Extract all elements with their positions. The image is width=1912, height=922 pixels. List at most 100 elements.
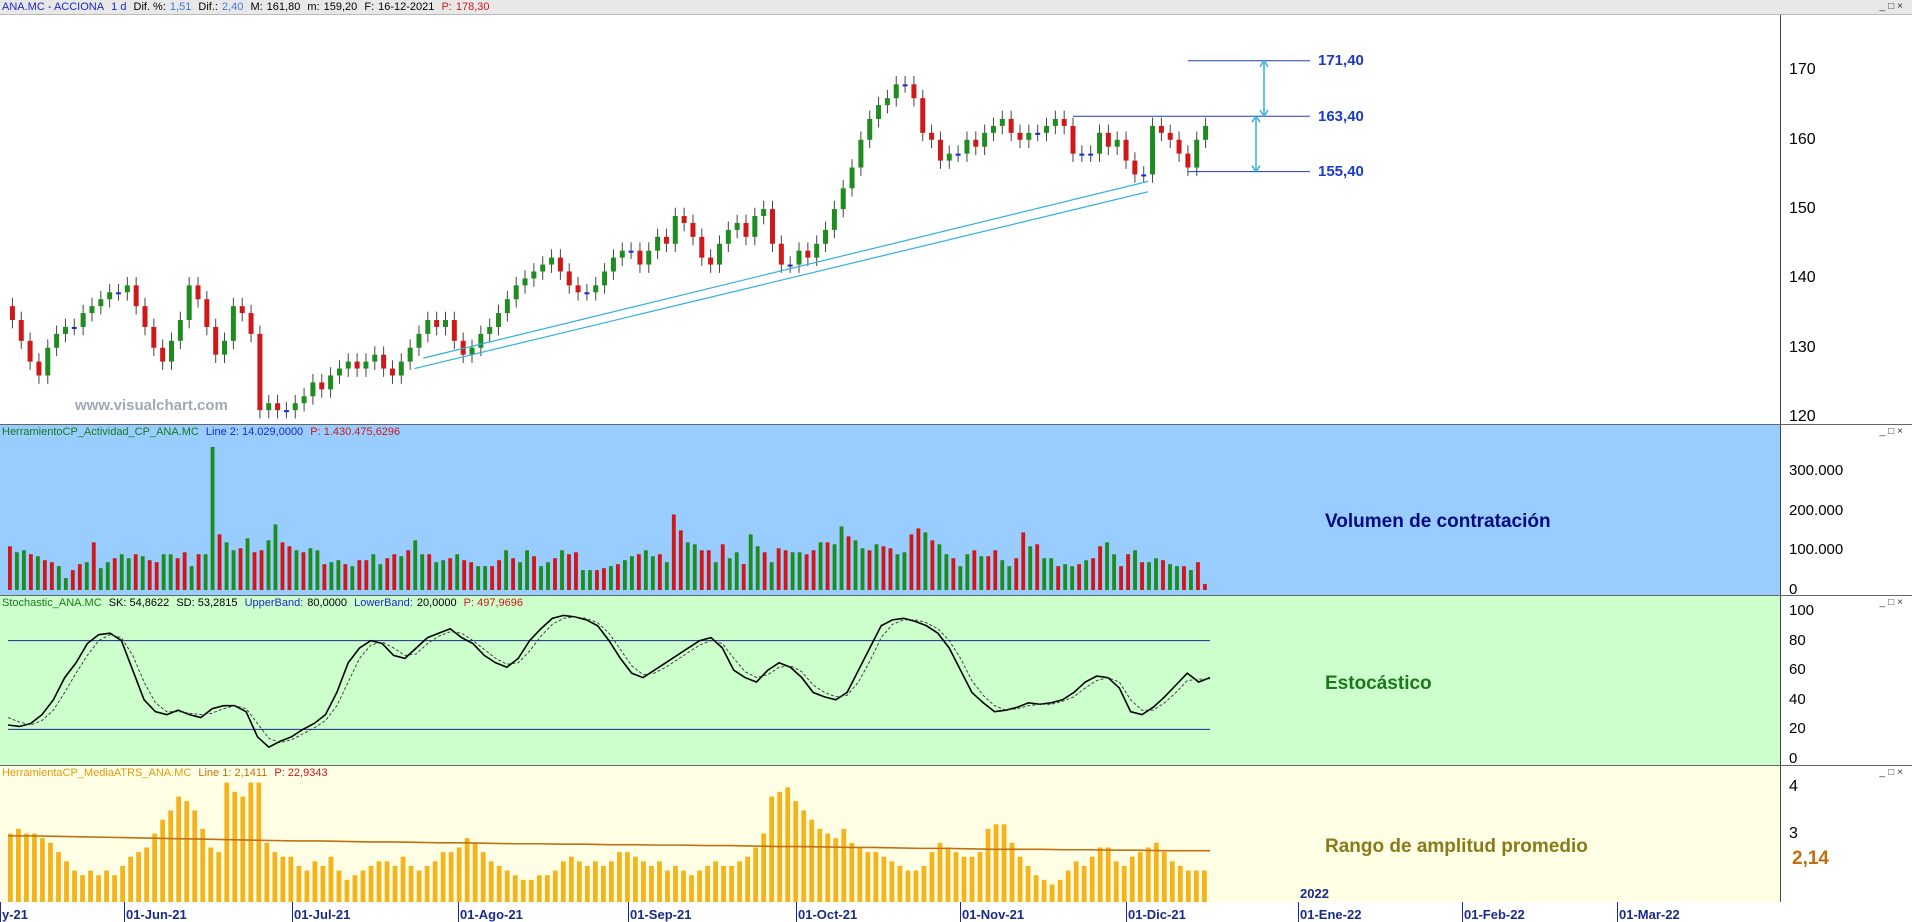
atr-bar (568, 856, 574, 903)
volume-bar (294, 550, 299, 590)
candle (177, 311, 183, 350)
volume-bar (972, 550, 977, 590)
candle (1008, 110, 1014, 142)
volume-bar (287, 546, 292, 590)
volume-line-value: Line 2: 14.029,0000 (205, 426, 304, 438)
volume-bar (804, 554, 809, 590)
volume-bar (832, 544, 837, 590)
volume-bar (8, 546, 12, 590)
candle-body (1097, 132, 1103, 154)
volume-indicator-name: HerramientoCP_Actividad_CP_ANA.MC (2, 426, 199, 438)
volume-bar (685, 542, 690, 590)
price-value: 178,30 (455, 1, 490, 13)
volume-bar (175, 558, 180, 590)
candle-body (646, 250, 652, 265)
volume-bar (602, 568, 606, 590)
candle-body (964, 139, 970, 154)
atr-bar (1049, 884, 1055, 903)
candle-body (743, 222, 749, 237)
volume-bar (455, 554, 460, 590)
volume-bar (1147, 562, 1151, 590)
date-label: 01-Jul-21 (294, 907, 351, 922)
volume-window-controls[interactable]: _□× (1879, 426, 1906, 437)
candle (372, 346, 378, 370)
date-tick (458, 902, 459, 922)
volume-bar (126, 558, 131, 590)
volume-bar (944, 554, 949, 590)
candle-body (204, 299, 210, 327)
volume-bar (154, 562, 159, 590)
atr-bar (1033, 875, 1039, 903)
candle (36, 353, 42, 384)
atr-bar (144, 847, 150, 903)
volume-bar (755, 546, 760, 590)
atr-average-line (8, 835, 1210, 852)
volume-bar (231, 550, 236, 590)
candle (478, 325, 484, 357)
candle-body (814, 243, 820, 258)
candle (619, 242, 625, 266)
atr-bar (897, 865, 903, 903)
volume-bar (266, 540, 271, 590)
atr-line-value: Line 1: 2,1411 (198, 767, 268, 779)
candle (540, 256, 546, 280)
volume-bar (1119, 566, 1123, 590)
stoch-y-axis: 0 20 40 60 80 100 (1780, 596, 1912, 766)
candle-body (990, 125, 996, 133)
candle-body (62, 326, 68, 334)
atr-bar (801, 810, 807, 903)
atr-panel[interactable]: HerramientaCP_MediaATRS_ANA.MC Line 1: 2… (0, 765, 1912, 903)
atr-header: HerramientaCP_MediaATRS_ANA.MC Line 1: 2… (2, 767, 332, 779)
volume-bar (378, 564, 383, 590)
candle (557, 249, 563, 280)
volume-bar (1070, 566, 1075, 590)
candle (955, 145, 961, 162)
candle-body (460, 340, 466, 355)
atr-bar (993, 824, 999, 903)
volume-bar (986, 556, 991, 590)
candle-body (672, 216, 678, 244)
candle-body (1008, 118, 1014, 133)
volume-bar (105, 562, 110, 590)
stoch-tick-label: 20 (1789, 720, 1806, 738)
candle-body (248, 313, 254, 334)
date-tick (1126, 902, 1127, 922)
volume-bar (434, 562, 439, 590)
candle (107, 283, 113, 308)
atr-bar (344, 879, 350, 903)
candle-body (442, 320, 448, 327)
atr-bar (40, 838, 45, 903)
atr-bar (1081, 865, 1087, 903)
candle (257, 325, 263, 419)
volume-panel[interactable]: HerramientoCP_Actividad_CP_ANA.MC Line 2… (0, 424, 1912, 596)
atr-window-controls[interactable]: _□× (1879, 767, 1906, 778)
price-window-controls[interactable]: _□× (1879, 1, 1906, 12)
candle-body (213, 326, 219, 355)
candle-body (1026, 132, 1032, 140)
candle-body (1052, 118, 1058, 126)
atr-bar (64, 861, 69, 903)
candle-body (98, 299, 104, 307)
price-panel[interactable]: ANA.MC - ACCIONA 1 d Dif. %: 1,51 Dif.: 2,… (0, 0, 1912, 424)
atr-bar (817, 828, 823, 903)
candle (195, 277, 201, 308)
atr-bar (512, 875, 518, 903)
candle-body (1141, 174, 1147, 177)
candle-body (549, 257, 555, 265)
candle-body (45, 347, 51, 376)
stoch-window-controls[interactable]: _□× (1879, 597, 1906, 608)
stochastic-panel[interactable]: Stochastic_ANA.MC SK: 54,8622 SD: 53,281… (0, 595, 1912, 766)
atr-bar (1137, 852, 1143, 903)
atr-bar (600, 865, 606, 903)
candle (946, 145, 952, 169)
volume-bar (734, 552, 739, 590)
arrow-head (1259, 109, 1269, 118)
atr-bar (1193, 870, 1199, 903)
candle (169, 332, 175, 370)
candle (911, 76, 917, 107)
candle-body (133, 285, 139, 307)
atr-bar (288, 856, 294, 903)
atr-bar (128, 856, 134, 903)
volume-bar (1098, 546, 1103, 590)
atr-bar (16, 828, 21, 903)
